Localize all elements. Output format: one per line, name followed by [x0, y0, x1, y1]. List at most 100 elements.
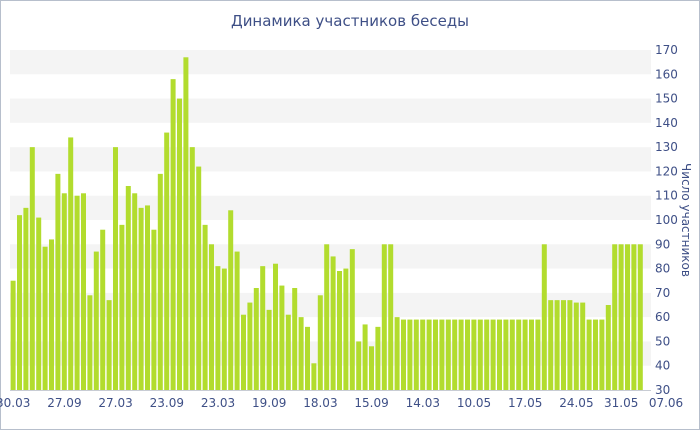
y-tick-label: 130: [655, 140, 678, 154]
grid-band: [10, 244, 651, 269]
x-tick-label: 27.03: [98, 396, 132, 410]
x-tick-label: 10.05: [457, 396, 491, 410]
y-tick-label: 60: [655, 310, 670, 324]
bar: [151, 229, 157, 390]
bar: [529, 319, 534, 390]
bar: [349, 249, 355, 390]
bar: [548, 300, 554, 390]
bar: [228, 210, 234, 390]
bar: [458, 319, 464, 390]
bar: [497, 319, 502, 390]
chart-title: Динамика участников беседы: [230, 12, 470, 30]
bar: [567, 300, 573, 390]
bar: [631, 244, 637, 390]
bar: [234, 251, 240, 390]
bar: [413, 319, 419, 390]
bar: [375, 326, 381, 390]
bar: [554, 300, 560, 390]
bar: [599, 319, 605, 390]
bar: [618, 244, 624, 390]
grid-band: [10, 50, 651, 75]
bar: [401, 319, 406, 390]
bar: [324, 244, 330, 390]
bar: [170, 79, 176, 390]
bar: [241, 314, 246, 390]
y-tick-label: 110: [655, 189, 678, 203]
y-tick-label: 120: [655, 164, 678, 178]
bar: [503, 319, 509, 390]
bar: [605, 305, 611, 390]
bar: [305, 326, 310, 390]
bar: [337, 271, 342, 390]
bar: [61, 193, 67, 390]
bar: [10, 280, 16, 390]
bar: [106, 300, 112, 390]
bar: [516, 319, 522, 390]
bar: [23, 207, 29, 390]
bar: [541, 244, 547, 390]
bar: [266, 309, 272, 390]
bar: [573, 302, 579, 390]
y-tick-label: 90: [655, 237, 670, 251]
bar: [68, 137, 74, 390]
bar: [17, 215, 22, 390]
bar: [433, 319, 438, 390]
bar: [183, 57, 189, 390]
bar: [164, 132, 170, 390]
bar: [394, 317, 400, 390]
bar: [580, 302, 586, 390]
bar: [189, 147, 195, 390]
bar: [113, 147, 118, 390]
bar: [87, 295, 93, 390]
bar: [471, 319, 477, 390]
bar: [484, 319, 490, 390]
bar: [465, 319, 470, 390]
y-axis-ticks: 30 40 50 60 70 80 90 100 110 120 130 140 150 160 170: [655, 43, 678, 397]
bar: [247, 302, 253, 390]
bar: [177, 98, 182, 390]
y-tick-label: 70: [655, 286, 670, 300]
y-tick-label: 150: [655, 92, 678, 106]
y-tick-label: 100: [655, 213, 678, 227]
bar: [490, 319, 496, 390]
bar: [612, 244, 618, 390]
bar: [81, 193, 86, 390]
x-tick-label: 30.03: [0, 396, 30, 410]
grid-band: [10, 98, 651, 123]
bar: [445, 319, 451, 390]
bar: [36, 217, 42, 390]
bar: [561, 300, 566, 390]
x-tick-label: 14.03: [406, 396, 440, 410]
x-tick-label: 23.09: [150, 396, 184, 410]
bar: [369, 346, 374, 390]
grid-band: [10, 195, 651, 220]
bar: [29, 147, 35, 390]
bar: [74, 195, 80, 390]
grid-band: [10, 147, 651, 172]
y-tick-label: 160: [655, 67, 678, 81]
x-tick-label: 23.03: [201, 396, 235, 410]
bar: [202, 224, 208, 390]
bar: [132, 193, 138, 390]
bar: [452, 319, 458, 390]
bar: [522, 319, 528, 390]
bar: [260, 266, 266, 390]
bar: [273, 263, 278, 390]
y-tick-label: 170: [655, 43, 678, 57]
bar: [356, 341, 362, 390]
x-tick-label: 19.09: [252, 396, 286, 410]
x-tick-label: 24.05: [559, 396, 593, 410]
bar: [311, 363, 317, 390]
x-tick-label: 18.03: [303, 396, 337, 410]
bar: [625, 244, 630, 390]
bar: [298, 317, 304, 390]
bar: [215, 266, 221, 390]
bar: [292, 288, 298, 390]
bar: [426, 319, 432, 390]
bar: [42, 246, 48, 390]
bar: [279, 285, 285, 390]
bar: [55, 173, 61, 390]
bar: [535, 319, 541, 390]
bar: [138, 207, 144, 390]
